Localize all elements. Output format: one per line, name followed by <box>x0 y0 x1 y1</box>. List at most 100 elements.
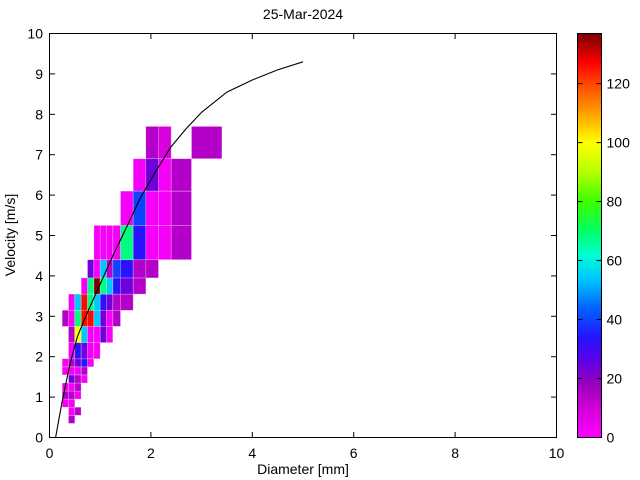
heatmap-cell <box>170 225 192 261</box>
heatmap-cell <box>87 342 95 360</box>
y-tick-label: 2 <box>35 349 43 365</box>
x-tick-label: 8 <box>451 445 459 461</box>
colorbar-tick-label: 120 <box>607 76 631 92</box>
heatmap-cells <box>61 126 223 424</box>
heatmap-cell <box>106 326 114 343</box>
colorbar-box <box>577 33 602 438</box>
heatmap-cell <box>112 293 121 311</box>
heatmap-cell <box>145 259 159 279</box>
heatmap-cell <box>74 382 82 392</box>
heatmap-cell <box>68 374 76 384</box>
heatmap-cell <box>93 259 101 279</box>
heatmap-cell <box>120 225 134 261</box>
heatmap-cell <box>68 309 76 327</box>
heatmap-cell <box>74 390 82 400</box>
heatmap-cell <box>191 126 223 160</box>
y-tick-label: 9 <box>35 66 43 82</box>
heatmap-cell <box>132 259 147 279</box>
heatmap-cell <box>120 190 134 226</box>
heatmap-cell <box>80 326 88 343</box>
heatmap-cell <box>99 225 107 261</box>
colorbar-tick-label: 0 <box>607 430 615 446</box>
heatmap-cell <box>87 259 95 279</box>
heatmap-cell <box>158 126 172 160</box>
x-tick-label: 6 <box>350 445 358 461</box>
x-tick-label: 10 <box>549 445 565 461</box>
heatmap-cell <box>93 225 101 261</box>
heatmap-cell <box>158 225 172 261</box>
heatmap-cell <box>158 190 172 226</box>
heatmap-cell <box>68 382 76 392</box>
colorbar-tick-label: 80 <box>607 194 623 210</box>
x-axis-label: Diameter [mm] <box>257 461 349 477</box>
heatmap-cell <box>87 293 95 311</box>
heatmap-cell <box>132 225 147 261</box>
heatmap-cell <box>99 259 107 279</box>
y-tick-label: 8 <box>35 106 43 122</box>
colorbar-tick-label: 20 <box>607 371 623 387</box>
heatmap-cell <box>112 277 121 295</box>
colorbar-tick-label: 40 <box>607 312 623 328</box>
heatmap-cell <box>93 326 101 343</box>
heatmap-cell <box>61 398 69 408</box>
heatmap-cell <box>106 225 114 261</box>
heatmap-cell <box>120 259 134 279</box>
heatmap-cell <box>74 406 82 416</box>
x-tick-label: 2 <box>147 445 155 461</box>
heatmap-cell <box>170 158 192 192</box>
heatmap-cell <box>132 277 147 295</box>
x-tick-label: 0 <box>46 445 54 461</box>
heatmap-cell <box>99 309 107 327</box>
x-axis-ticks: 0 2 4 6 8 10 <box>46 33 565 461</box>
x-tick-label: 4 <box>248 445 256 461</box>
y-tick-label: 10 <box>27 26 43 42</box>
terminal-velocity-curve <box>55 61 304 438</box>
heatmap-cell <box>68 326 76 343</box>
heatmap-cell <box>68 406 76 416</box>
y-tick-label: 1 <box>35 389 43 405</box>
heatmap-cell <box>145 225 159 261</box>
heatmap-cell <box>74 358 82 368</box>
heatmap-cell <box>68 293 76 311</box>
heatmap-cell <box>132 158 147 192</box>
colorbar-tick-label: 60 <box>607 253 623 269</box>
heatmap-cell <box>106 293 114 311</box>
heatmap-cell <box>112 259 121 279</box>
chart-title: 25-Mar-2024 <box>263 6 343 22</box>
heatmap-cell <box>170 190 192 226</box>
heatmap-cell <box>68 398 76 408</box>
heatmap-cell <box>87 358 95 368</box>
colorbar-gradient <box>577 33 602 438</box>
heatmap-cell <box>74 309 82 327</box>
heatmap-cell <box>99 277 107 295</box>
heatmap-cell <box>93 342 101 360</box>
heatmap-cell <box>93 309 101 327</box>
y-tick-label: 7 <box>35 147 43 163</box>
heatmap-cell <box>80 366 88 376</box>
colorbar-tick-label: 100 <box>607 135 631 151</box>
heatmap-cell <box>87 309 95 327</box>
heatmap-cell <box>106 277 114 295</box>
heatmap-cell <box>106 309 114 327</box>
heatmap-cell <box>68 390 76 400</box>
heatmap-cell <box>74 374 82 384</box>
heatmap-cell <box>120 293 134 311</box>
heatmap-cell <box>61 358 69 368</box>
heatmap-cell <box>87 326 95 343</box>
y-axis-ticks: 0 1 2 3 4 5 6 7 8 9 10 <box>27 26 557 446</box>
heatmap-cell <box>99 326 107 343</box>
heatmap-cell <box>80 293 88 311</box>
heatmap-cell <box>120 277 134 295</box>
heatmap-cell <box>80 374 88 384</box>
heatmap-cell <box>80 342 88 360</box>
y-tick-label: 4 <box>35 268 43 284</box>
heatmap-cell <box>68 414 76 424</box>
y-tick-label: 5 <box>35 228 43 244</box>
heatmap-cell <box>80 277 88 295</box>
heatmap-cell <box>145 190 159 226</box>
heatmap-cell <box>145 126 159 160</box>
y-axis-label: Velocity [m/s] <box>2 194 18 276</box>
y-tick-label: 6 <box>35 187 43 203</box>
